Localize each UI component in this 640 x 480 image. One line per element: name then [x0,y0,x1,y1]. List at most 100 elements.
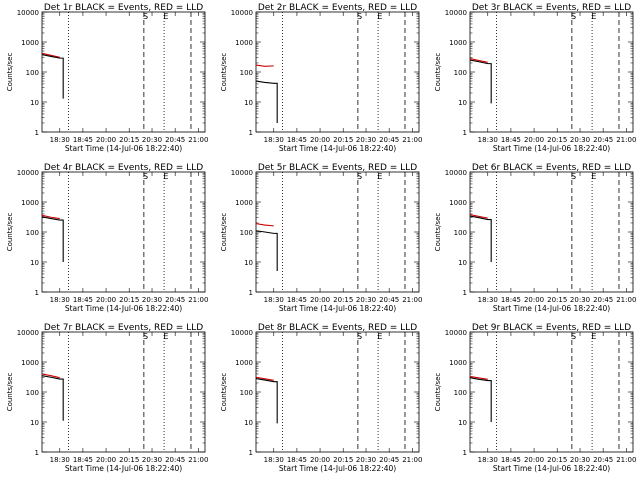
x-axis-label: Start Time (14-Jul-06 18:22:40) [65,304,182,313]
x-tick-label: 18:30 [264,456,284,464]
x-tick-label: 18:30 [264,296,284,304]
x-tick-label: 18:45 [73,136,93,144]
series-lld-line [469,214,488,219]
x-tick-label: 18:30 [478,456,498,464]
marker-label-e: E [377,172,382,181]
y-axis-label: Counts/sec [434,213,442,252]
y-tick-label: 10 [30,259,39,267]
series-lld-line [469,58,488,63]
panel-title: Det 4r BLACK = Events, RED = LLD [44,163,203,173]
y-axis-label: Counts/sec [220,213,228,252]
x-tick-label: 18:30 [478,296,498,304]
y-axis-label: Counts/sec [220,373,228,412]
x-tick-label: 20:00 [310,456,330,464]
y-tick-label: 1000 [235,199,253,207]
x-tick-label: 20:15 [119,456,139,464]
series-events-line [41,216,64,262]
x-axis-label: Start Time (14-Jul-06 18:22:40) [279,464,396,473]
panel-2: Det 2r BLACK = Events, RED = LLD 1 10 100 10… [220,3,422,153]
marker-label-e: E [163,172,168,181]
x-tick-label: 18:45 [287,456,307,464]
y-tick-label: 10 [458,259,467,267]
marker-label-s: S [357,332,362,341]
panel-title: Det 5r BLACK = Events, RED = LLD [258,163,417,173]
x-tick-label: 18:45 [501,136,521,144]
x-tick-label: 21:00 [616,456,636,464]
y-axis-label: Counts/sec [6,213,14,252]
panel-8: Det 8r BLACK = Events, RED = LLD 1 10 100 10… [220,323,422,473]
x-tick-label: 20:45 [379,136,399,144]
marker-label-s: S [143,172,148,181]
x-tick-label: 20:00 [310,136,330,144]
series-events-line [469,377,492,422]
x-tick-label: 20:15 [547,296,567,304]
x-axis-label: Start Time (14-Jul-06 18:22:40) [279,304,396,313]
x-tick-label: 20:30 [356,136,376,144]
y-tick-label: 1 [249,289,253,297]
x-tick-label: 20:15 [333,456,353,464]
x-tick-label: 20:00 [310,296,330,304]
x-tick-label: 18:45 [287,296,307,304]
panel-title: Det 1r BLACK = Events, RED = LLD [44,3,203,13]
panel-title: Det 9r BLACK = Events, RED = LLD [472,323,631,333]
y-tick-label: 100 [26,229,39,237]
panel-7: Det 7r BLACK = Events, RED = LLD 1 10 100 10… [6,323,208,473]
x-axis-label: Start Time (14-Jul-06 18:22:40) [65,144,182,153]
y-tick-label: 10 [244,99,253,107]
y-tick-label: 1000 [21,199,39,207]
y-tick-label: 100 [240,229,253,237]
y-tick-label: 10000 [17,9,39,17]
x-tick-label: 20:00 [524,296,544,304]
panel-4: Det 4r BLACK = Events, RED = LLD 1 10 100 10… [6,163,208,313]
marker-label-s: S [143,12,148,21]
plot-frame [469,171,634,293]
marker-label-s: S [571,12,576,21]
marker-label-s: S [357,172,362,181]
marker-label-s: S [357,12,362,21]
x-tick-label: 21:00 [402,136,422,144]
series-lld-line [255,376,274,381]
y-tick-label: 10 [30,99,39,107]
y-tick-label: 10000 [231,9,253,17]
panel-title: Det 6r BLACK = Events, RED = LLD [472,163,631,173]
y-axis-label: Counts/sec [6,53,14,92]
y-axis-label: Counts/sec [434,373,442,412]
y-tick-label: 1 [35,129,39,137]
y-tick-label: 1000 [235,39,253,47]
x-tick-label: 20:45 [593,136,613,144]
series-lld-line [255,223,274,227]
marker-label-s: S [571,172,576,181]
x-tick-label: 20:15 [547,136,567,144]
x-tick-label: 18:45 [73,456,93,464]
plot-frame [41,171,206,293]
x-tick-label: 18:30 [50,136,70,144]
y-tick-label: 10000 [231,169,253,177]
x-tick-label: 21:00 [616,296,636,304]
x-tick-label: 20:30 [142,456,162,464]
series-lld-line [41,52,60,58]
y-tick-label: 10 [30,419,39,427]
y-axis-label: Counts/sec [220,53,228,92]
series-lld-line [41,373,60,379]
plot-frame [255,11,420,133]
x-axis-label: Start Time (14-Jul-06 18:22:40) [493,304,610,313]
panel-1: Det 1r BLACK = Events, RED = LLD 1 10 100 10… [6,3,208,153]
series-events-line [255,230,278,272]
x-tick-label: 20:15 [547,456,567,464]
x-tick-label: 20:30 [570,296,590,304]
y-tick-label: 1 [463,289,467,297]
y-tick-label: 10000 [17,169,39,177]
x-tick-label: 18:45 [501,456,521,464]
y-tick-label: 100 [240,69,253,77]
marker-label-s: S [571,332,576,341]
x-tick-label: 20:15 [119,136,139,144]
y-tick-label: 1000 [449,199,467,207]
series-lld-line [41,214,60,220]
y-axis-label: Counts/sec [434,53,442,92]
marker-label-e: E [163,332,168,341]
x-tick-label: 20:45 [379,296,399,304]
x-tick-label: 20:15 [333,136,353,144]
x-tick-label: 21:00 [188,136,208,144]
x-tick-label: 18:30 [50,456,70,464]
